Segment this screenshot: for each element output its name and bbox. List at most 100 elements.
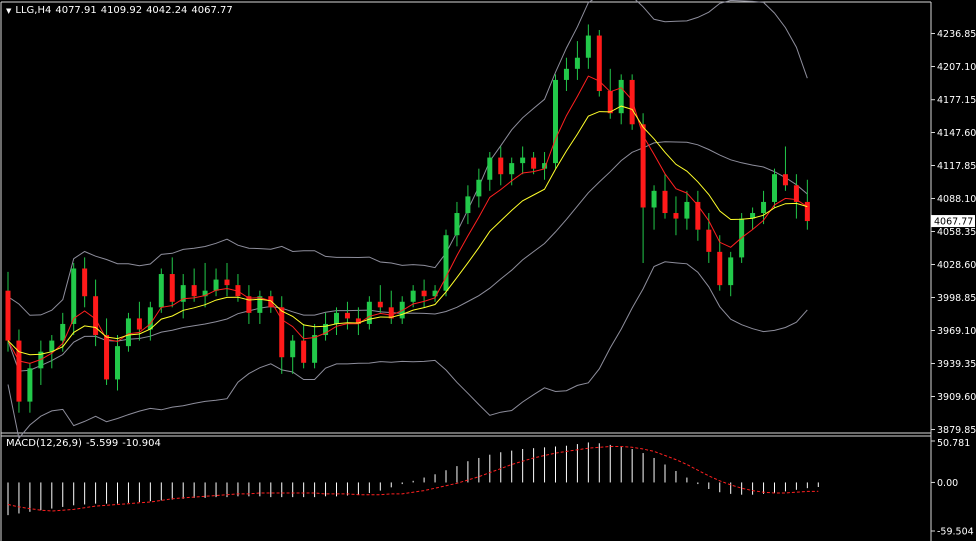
candle-bull (180, 285, 186, 302)
candle-bull (728, 257, 734, 286)
candle-bull (312, 335, 318, 363)
candle-bear (377, 301, 383, 308)
price-tick-label: 4236.85 (937, 29, 976, 40)
candle-bull (487, 157, 493, 180)
symbol-label: LLG,H4 (15, 5, 52, 16)
price-tick-label: 3969.10 (937, 326, 976, 337)
candle-bull (323, 323, 329, 336)
macd-main-value: -5.599 (85, 438, 119, 449)
candle-bear (104, 335, 110, 380)
close-value: 4067.77 (191, 5, 233, 16)
candle-bull (115, 346, 120, 380)
candle-bull (27, 368, 33, 402)
price-tick-label: 4117.85 (937, 161, 976, 172)
candle-bear (662, 190, 668, 214)
candle-bear (301, 340, 307, 363)
candle-bull (71, 268, 77, 324)
candle-bull (60, 323, 66, 341)
candle-bull (125, 318, 131, 347)
candle-bear (673, 213, 679, 219)
macd-tick-label: 0.00 (937, 478, 958, 489)
candle-bull (585, 35, 591, 58)
candle-bear (355, 318, 361, 324)
price-tick-label: 4177.15 (937, 95, 976, 106)
price-tick-label: 3998.85 (937, 293, 976, 304)
candles (5, 24, 810, 413)
bollinger-lower-line (7, 261, 808, 440)
candle-bull (410, 290, 416, 302)
bollinger-bands (7, 0, 808, 440)
candle-bull (454, 213, 460, 236)
candle-bull (366, 301, 372, 324)
macd-signal-value: -10.904 (122, 438, 161, 449)
candle-bear (82, 268, 88, 297)
ma-slow-line (7, 105, 808, 356)
candle-bull (509, 163, 515, 175)
candle-bull (761, 201, 767, 214)
price-tick-label: 3879.85 (937, 425, 976, 436)
candle-bear (804, 201, 810, 222)
ma-fast-line (7, 75, 808, 364)
dropdown-arrow-icon[interactable]: ▼ (6, 7, 12, 15)
candle-bear (169, 274, 175, 302)
candle-bear (793, 185, 799, 202)
current-price-label: 4067.77 (934, 217, 973, 228)
macd-pane (7, 442, 819, 516)
candle-bull (443, 235, 449, 291)
candle-bear (717, 251, 723, 286)
candle-bull (476, 179, 482, 197)
candle-bull (563, 68, 569, 80)
candle-bear (421, 290, 427, 297)
candle-bear (246, 296, 252, 313)
candle-bull (542, 163, 548, 169)
price-axis: 4236.85 4207.10 4177.15 4147.60 4117.85 4088.… (931, 29, 976, 436)
candle-bear (695, 201, 701, 230)
candle-bear (93, 296, 99, 336)
candle-bear (344, 312, 350, 319)
candle-bull (553, 79, 558, 164)
macd-header: MACD(12,26,9) -5.599 -10.904 (6, 438, 165, 449)
candle-bull (432, 290, 438, 297)
candle-bear (782, 174, 788, 186)
candle-bull (574, 57, 580, 69)
candle-bear (640, 124, 646, 208)
candle-bear (629, 79, 635, 125)
price-tick-label: 4058.35 (937, 227, 976, 238)
candle-bull (772, 174, 777, 202)
chart-frame (0, 1, 932, 541)
candle-bear (279, 307, 285, 358)
candle-bull (618, 79, 624, 114)
macd-tick-label: -59.504 (937, 527, 974, 538)
candle-bear (191, 285, 197, 297)
candle-bear (706, 229, 712, 252)
bollinger-middle-line (7, 141, 808, 372)
candle-bear (607, 91, 613, 114)
candle-bear (16, 340, 22, 402)
candle-bear (596, 35, 602, 92)
candle-bull (49, 340, 55, 352)
open-value: 4077.91 (55, 5, 97, 16)
candle-bull (520, 157, 526, 164)
macd-signal-line (7, 446, 819, 512)
candle-bear (388, 307, 394, 319)
price-tick-label: 4147.60 (937, 128, 976, 139)
candle-bull (202, 290, 208, 297)
candle-bull (651, 190, 657, 208)
candle-bear (224, 279, 230, 286)
candle-bull (465, 196, 471, 214)
macd-label: MACD(12,26,9) (6, 438, 82, 449)
macd-tick-label: 50.781 (937, 438, 970, 449)
candle-bear (5, 290, 11, 341)
price-tick-label: 4028.60 (937, 260, 976, 271)
symbol-header: ▼ LLG,H4 4077.91 4109.92 4042.24 4067.77 (6, 5, 237, 16)
candle-bear (498, 157, 504, 175)
candle-bear (136, 318, 142, 330)
price-tick-label: 3939.35 (937, 359, 976, 370)
price-tick-label: 4088.10 (937, 194, 976, 205)
candle-bull (750, 213, 756, 219)
moving-averages (7, 75, 808, 364)
low-value: 4042.24 (146, 5, 188, 16)
candle-bull (213, 279, 219, 291)
candle-bull (334, 312, 339, 324)
